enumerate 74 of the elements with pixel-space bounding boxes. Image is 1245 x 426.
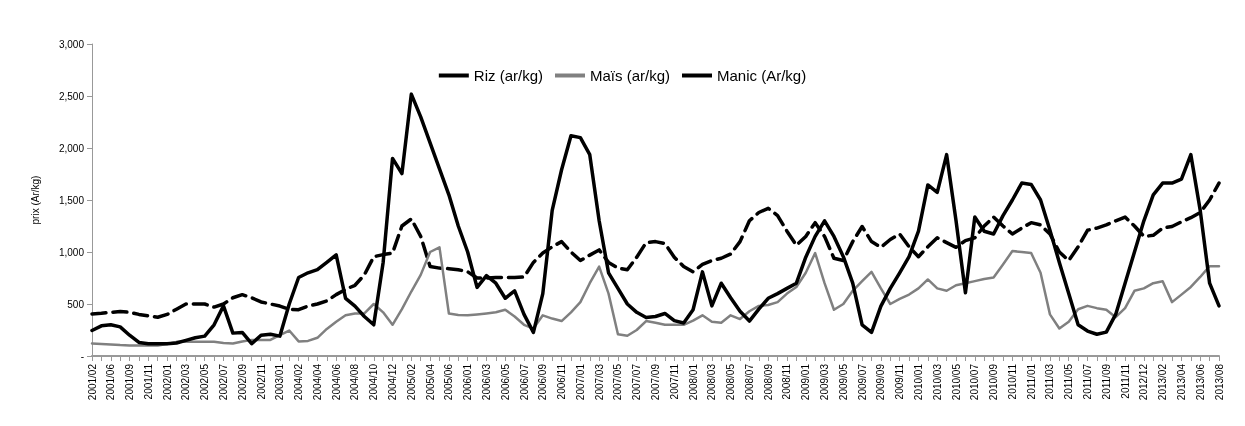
legend-label: Riz (ar/kg) [473, 67, 543, 84]
y-tick-label: 1,500 [58, 194, 85, 206]
x-tick-label: 2009/05 [837, 363, 849, 401]
x-tick-label: 2011/05 [1063, 363, 1075, 400]
x-tick-label: 2008/03 [706, 363, 718, 401]
y-tick-label: - [80, 350, 84, 362]
x-tick-label: 2004/12 [387, 363, 399, 401]
x-tick-label: 2008/01 [687, 363, 699, 401]
x-tick-label: 2009/11 [894, 363, 906, 400]
x-tick-label: 2007/01 [574, 363, 586, 401]
x-tick-label: 2010/05 [950, 363, 962, 401]
x-tick-label: 2010/07 [969, 363, 981, 401]
y-tick-label: 1,000 [58, 246, 85, 258]
x-tick-label: 2012/12 [1138, 363, 1150, 401]
y-tick-label: 2,000 [58, 142, 85, 154]
x-tick-label: 2013/06 [1194, 363, 1206, 401]
x-tick-label: 2004/04 [311, 363, 323, 401]
y-tick-label: 2,500 [58, 90, 85, 102]
x-tick-label: 2011/11 [1119, 363, 1131, 399]
x-tick-label: 2009/09 [875, 363, 887, 401]
x-tick-label: 2002/03 [180, 363, 192, 401]
x-tick-label: 2009/01 [800, 363, 812, 401]
x-tick-label: 2004/02 [293, 363, 305, 401]
x-tick-label: 2004/08 [349, 363, 361, 401]
x-tick-label: 2002/09 [236, 363, 248, 401]
x-tick-label: 2013/04 [1175, 363, 1187, 401]
x-tick-label: 2005/04 [424, 363, 436, 401]
x-tick-label: 2008/09 [762, 363, 774, 401]
y-tick-label: 3,000 [58, 38, 85, 50]
x-tick-label: 2005/02 [405, 363, 417, 401]
legend-label: Maïs (ar/kg) [589, 67, 671, 84]
legend-label: Manic (Ar/kg) [717, 67, 807, 84]
x-tick-label: 2009/07 [856, 363, 868, 401]
x-tick-label: 2013/08 [1213, 363, 1225, 401]
x-tick-label: 2005/06 [443, 363, 455, 401]
x-tick-label: 2006/03 [480, 363, 492, 401]
x-tick-label: 2007/05 [612, 363, 624, 401]
x-tick-label: 2006/05 [499, 363, 511, 401]
x-tick-label: 2011/01 [1025, 363, 1037, 400]
x-tick-label: 2008/05 [725, 363, 737, 401]
x-tick-label: 2007/09 [650, 363, 661, 401]
x-tick-label: 2006/09 [537, 363, 549, 401]
x-tick-label: 2010/09 [988, 363, 1000, 401]
x-tick-label: 2009/03 [819, 363, 831, 401]
x-tick-label: 2001/11 [142, 363, 154, 400]
x-tick-label: 2007/11 [668, 363, 680, 400]
y-axis-title: prix (Ar/kg) [29, 175, 41, 225]
x-tick-label: 2008/11 [781, 363, 793, 400]
x-tick-label: 2011/03 [1044, 363, 1056, 400]
x-tick-label: 2007/03 [593, 363, 605, 401]
x-tick-label: 2008/07 [743, 363, 755, 401]
x-tick-label: 2004/06 [330, 363, 342, 401]
line-series [90, 246, 1221, 347]
x-tick-label: 2002/01 [161, 363, 173, 401]
x-tick-label: 2006/07 [518, 363, 530, 401]
line-series [90, 92, 1221, 346]
y-tick-label: 500 [67, 298, 85, 310]
x-tick-label: 2013/02 [1157, 363, 1169, 401]
x-tick-label: 2011/07 [1082, 363, 1094, 400]
x-tick-label: 2010/01 [912, 363, 924, 401]
x-tick-label: 2001/02 [86, 363, 98, 401]
x-tick-label: 2006/11 [556, 363, 568, 400]
x-tick-label: 2010/03 [931, 363, 943, 401]
x-tick-label: 2002/05 [199, 363, 211, 401]
x-tick-label: 2002/07 [217, 363, 229, 401]
x-tick-label: 2001/06 [105, 363, 117, 401]
x-tick-label: 2011/09 [1100, 363, 1112, 400]
x-tick-label: 2004/10 [368, 363, 380, 401]
x-tick-label: 2007/07 [631, 363, 643, 401]
x-tick-label: 2010/11 [1006, 363, 1018, 400]
x-tick-label: 2006/01 [462, 363, 474, 401]
x-tick-label: 2001/09 [124, 363, 136, 401]
x-tick-label: 2002/11 [255, 363, 267, 400]
x-tick-label: 2003/01 [274, 363, 286, 401]
